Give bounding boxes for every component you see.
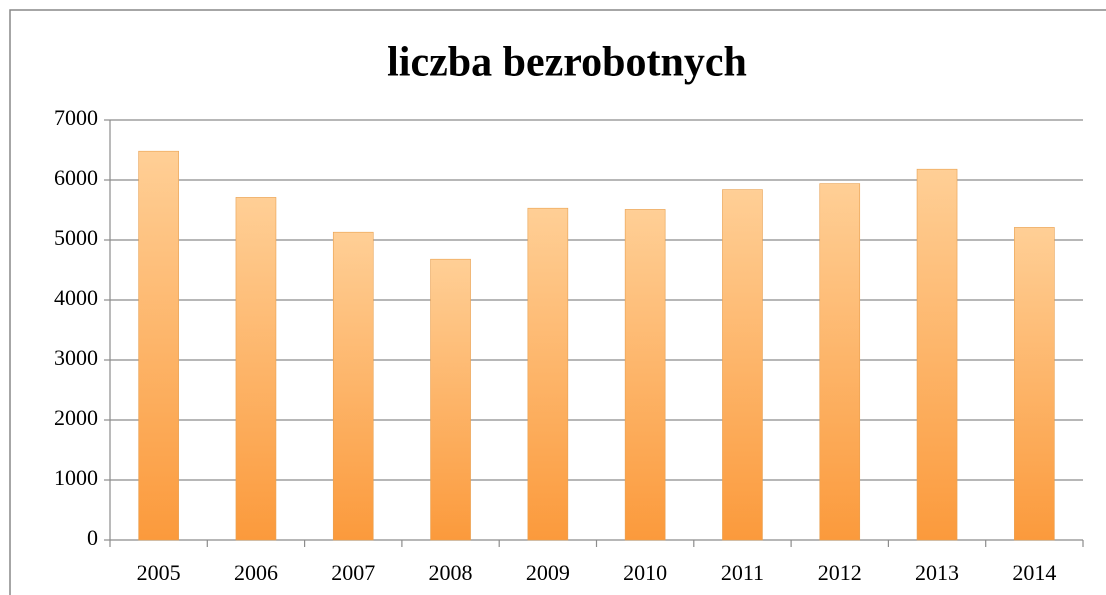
x-tick-label: 2008: [429, 560, 473, 585]
bar: [722, 189, 763, 541]
y-tick-label: 1000: [54, 465, 98, 490]
x-tick-label: 2005: [137, 560, 181, 585]
x-tick-label: 2007: [331, 560, 375, 585]
x-tick-label: 2009: [526, 560, 570, 585]
chart-title: liczba bezrobotnych: [387, 40, 747, 86]
x-tick-label: 2010: [623, 560, 667, 585]
bar: [430, 258, 471, 541]
bar: [1014, 227, 1055, 541]
bar: [916, 168, 958, 541]
bar: [235, 197, 277, 541]
bar: [138, 150, 179, 541]
x-tick-label: 2006: [234, 560, 278, 585]
bar: [624, 209, 666, 541]
x-tick-label: 2013: [915, 560, 959, 585]
y-tick-label: 7000: [54, 105, 98, 130]
y-tick-label: 5000: [54, 225, 98, 250]
x-tick-label: 2011: [721, 560, 764, 585]
y-tick-label: 6000: [54, 165, 98, 190]
x-tick-label: 2014: [1012, 560, 1056, 585]
y-tick-label: 3000: [54, 345, 98, 370]
y-tick-label: 2000: [54, 405, 98, 430]
bar: [332, 231, 374, 541]
y-tick-label: 4000: [54, 285, 98, 310]
x-tick-label: 2012: [818, 560, 862, 585]
y-tick-label: 0: [87, 525, 98, 550]
bar: [527, 207, 569, 541]
bar: [819, 183, 861, 541]
